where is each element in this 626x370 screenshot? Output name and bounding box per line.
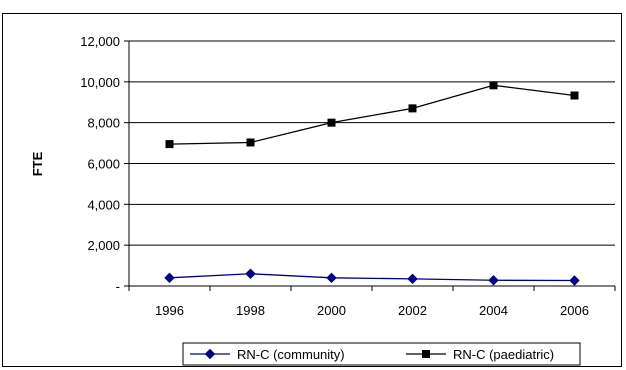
legend-label: RN-C (community) (237, 347, 345, 362)
legend-marker (204, 348, 216, 360)
series-group (164, 81, 580, 286)
x-tick-labels: 1996 1998 2000 2002 2004 2006 (155, 303, 589, 318)
data-point (489, 81, 498, 90)
series-line (169, 84, 575, 145)
y-tick-label: 12,000 (80, 34, 120, 49)
legend-label: RN-C (paediatric) (453, 347, 554, 362)
series-community (164, 268, 580, 286)
y-tick-label: 2,000 (87, 238, 120, 253)
data-point (408, 104, 417, 113)
data-point (407, 273, 418, 285)
gridlines (129, 40, 615, 246)
data-point (164, 272, 175, 284)
y-axis-label: FTE (30, 151, 45, 176)
legend-box (182, 342, 581, 366)
x-tick-label: 2004 (479, 303, 508, 318)
data-point (245, 268, 256, 279)
legend-marker (422, 350, 430, 358)
y-tick-label: - (116, 279, 120, 294)
y-tick-label: 6,000 (87, 157, 120, 172)
x-tick-label: 2006 (560, 303, 589, 318)
x-tick-label: 1996 (155, 303, 184, 318)
legend: RN-C (community) RN-C (paediatric) (182, 342, 581, 366)
x-tick-label: 2000 (317, 303, 346, 318)
data-point (165, 140, 174, 149)
data-point (488, 275, 499, 286)
data-point (570, 91, 579, 100)
y-tick-label: 10,000 (80, 75, 120, 90)
data-point (569, 275, 580, 286)
chart-frame (2, 13, 622, 367)
data-point (327, 118, 336, 127)
x-tick-label: 1998 (236, 303, 265, 318)
data-point (326, 272, 337, 284)
y-tick-label: 4,000 (87, 197, 120, 212)
axes (124, 40, 616, 291)
y-tick-labels: - 2,000 4,000 6,000 8,000 10,000 12,000 (80, 34, 120, 294)
x-tick-label: 2002 (398, 303, 427, 318)
data-point (246, 138, 255, 147)
series-line (169, 273, 575, 282)
series-paediatric (165, 81, 579, 149)
y-tick-label: 8,000 (87, 116, 120, 131)
